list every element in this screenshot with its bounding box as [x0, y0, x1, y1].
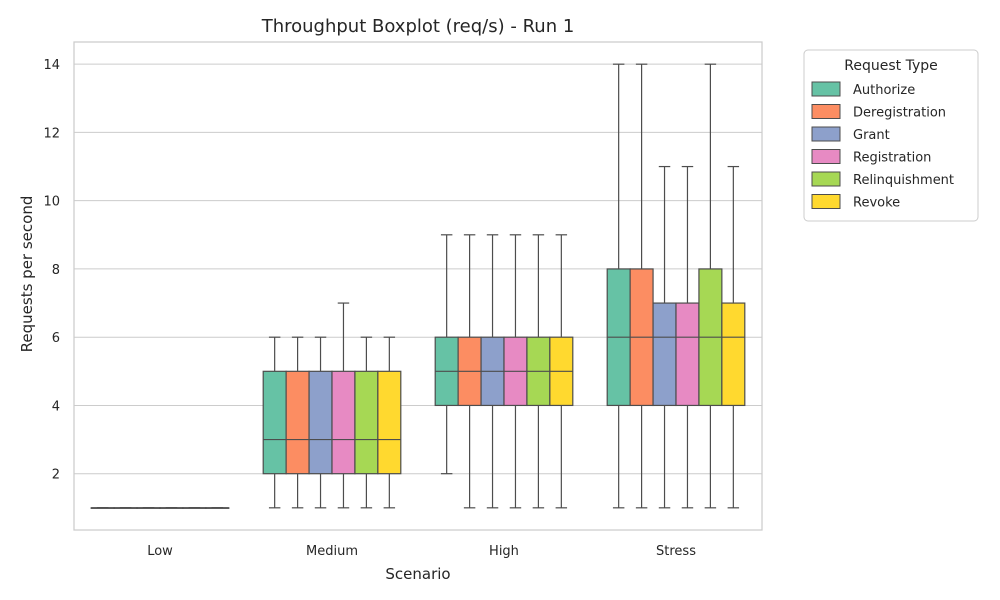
box [652, 302, 677, 407]
y-tick-label: 4 [52, 399, 60, 414]
legend-entry: Authorize [853, 83, 915, 98]
box [308, 370, 333, 475]
box [721, 302, 746, 407]
plot-frame [73, 41, 763, 531]
legend-entry: Registration [853, 151, 931, 166]
x-tick-label: Stress [656, 544, 696, 559]
legend-swatch [811, 81, 841, 97]
y-tick-label: 12 [43, 126, 60, 141]
x-axis-label: Scenario [385, 565, 450, 583]
chart-title: Throughput Boxplot (req/s) - Run 1 [261, 16, 575, 37]
y-tick-label: 8 [52, 263, 60, 278]
box [285, 370, 310, 475]
legend-swatch [811, 126, 841, 142]
legend-entry: Grant [853, 128, 890, 143]
x-tick-label: Low [147, 544, 173, 559]
y-tick-label: 2 [52, 468, 60, 483]
legend-frame [803, 49, 979, 222]
y-tick-label: 10 [43, 195, 60, 210]
x-tick-label: High [489, 544, 519, 559]
x-axis-ticks: Low Medium High Stress [147, 544, 696, 559]
box [262, 370, 287, 475]
box [377, 370, 402, 475]
y-tick-label: 14 [43, 58, 60, 73]
box [354, 370, 379, 475]
box [675, 302, 700, 407]
y-axis-ticks: 2 4 6 8 10 12 14 [43, 58, 60, 483]
legend-title: Request Type [844, 58, 937, 74]
legend-entry: Revoke [853, 196, 900, 211]
legend-swatch [811, 171, 841, 187]
x-tick-label: Medium [306, 544, 358, 559]
box [331, 370, 356, 475]
legend-swatch [811, 149, 841, 164]
gridlines [74, 63, 762, 475]
legend-swatch [811, 194, 841, 209]
legend-entry: Deregistration [853, 106, 946, 121]
legend-entry: Relinquishment [853, 173, 954, 188]
y-axis-label: Requests per second [18, 196, 36, 353]
legend: Request Type Authorize Deregistration Gran… [803, 49, 979, 222]
legend-swatch [811, 104, 841, 119]
y-tick-label: 6 [52, 331, 60, 346]
plot-marks [90, 63, 746, 509]
